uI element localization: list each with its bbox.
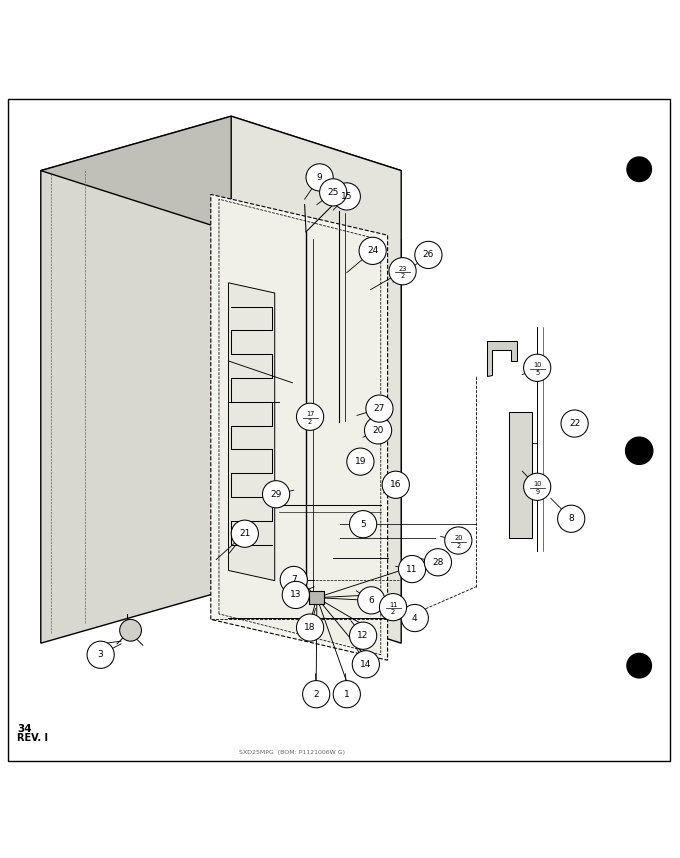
Polygon shape xyxy=(211,195,388,660)
Text: 2: 2 xyxy=(313,690,319,698)
Polygon shape xyxy=(219,199,381,655)
Circle shape xyxy=(303,680,330,708)
Circle shape xyxy=(627,157,651,182)
Circle shape xyxy=(627,654,651,678)
Circle shape xyxy=(358,587,385,614)
Circle shape xyxy=(262,480,290,508)
Text: 27: 27 xyxy=(374,404,385,413)
Circle shape xyxy=(558,505,585,532)
Circle shape xyxy=(306,164,333,191)
Text: 2: 2 xyxy=(391,609,395,615)
Text: 26: 26 xyxy=(423,251,434,259)
Polygon shape xyxy=(41,116,401,225)
Circle shape xyxy=(296,403,324,431)
Text: 20: 20 xyxy=(373,426,384,435)
Circle shape xyxy=(120,619,141,641)
Text: 9: 9 xyxy=(535,489,539,495)
Text: 2: 2 xyxy=(308,419,312,425)
Text: 21: 21 xyxy=(239,529,250,538)
Text: 9: 9 xyxy=(317,173,322,182)
Circle shape xyxy=(320,178,347,206)
Circle shape xyxy=(561,410,588,438)
Text: 5: 5 xyxy=(360,520,366,529)
Text: 14: 14 xyxy=(360,660,371,668)
Polygon shape xyxy=(228,283,275,581)
Circle shape xyxy=(87,641,114,668)
Text: 12: 12 xyxy=(358,631,369,640)
Circle shape xyxy=(401,604,428,631)
Text: REV. I: REV. I xyxy=(17,733,48,743)
Polygon shape xyxy=(509,412,532,538)
Text: 6: 6 xyxy=(369,595,374,605)
Text: 18: 18 xyxy=(305,623,316,632)
Text: 29: 29 xyxy=(271,490,282,498)
Circle shape xyxy=(231,520,258,547)
Text: 5: 5 xyxy=(535,370,539,376)
Circle shape xyxy=(382,471,409,498)
Text: SXD25MPG  (BOM: P1121006W G): SXD25MPG (BOM: P1121006W G) xyxy=(239,751,345,755)
Circle shape xyxy=(524,474,551,500)
Circle shape xyxy=(366,395,393,422)
Circle shape xyxy=(347,448,374,475)
Polygon shape xyxy=(41,116,231,644)
FancyBboxPatch shape xyxy=(309,591,324,604)
Circle shape xyxy=(280,566,307,594)
Text: 16: 16 xyxy=(390,480,401,489)
Circle shape xyxy=(389,257,416,285)
Text: 10: 10 xyxy=(533,362,541,368)
Text: 4: 4 xyxy=(412,613,418,623)
FancyBboxPatch shape xyxy=(8,99,670,761)
Circle shape xyxy=(296,614,324,641)
Text: 20: 20 xyxy=(454,535,462,541)
Circle shape xyxy=(524,354,551,382)
Text: 10: 10 xyxy=(533,481,541,487)
Text: 17: 17 xyxy=(306,411,314,417)
Circle shape xyxy=(282,582,309,608)
Text: 2: 2 xyxy=(456,543,460,548)
Circle shape xyxy=(415,241,442,269)
Circle shape xyxy=(379,594,407,620)
Circle shape xyxy=(350,511,377,538)
Text: 13: 13 xyxy=(290,590,301,600)
Text: 24: 24 xyxy=(367,246,378,256)
Text: 19: 19 xyxy=(355,457,366,466)
Circle shape xyxy=(626,438,653,464)
Circle shape xyxy=(333,183,360,210)
Text: 15: 15 xyxy=(341,192,352,201)
Text: 22: 22 xyxy=(569,419,580,428)
Text: 7: 7 xyxy=(291,576,296,584)
Polygon shape xyxy=(487,341,517,376)
Circle shape xyxy=(424,548,452,576)
Circle shape xyxy=(445,527,472,554)
Text: 11: 11 xyxy=(407,565,418,574)
Text: 1: 1 xyxy=(344,690,350,698)
Polygon shape xyxy=(231,116,401,644)
Text: 11: 11 xyxy=(389,601,397,607)
Circle shape xyxy=(350,622,377,650)
Text: 2: 2 xyxy=(401,274,405,280)
Circle shape xyxy=(398,555,426,583)
Circle shape xyxy=(333,680,360,708)
Circle shape xyxy=(352,650,379,678)
Circle shape xyxy=(359,238,386,264)
Text: 8: 8 xyxy=(568,514,574,523)
Text: 25: 25 xyxy=(328,188,339,196)
Text: 34: 34 xyxy=(17,723,32,734)
Text: 3: 3 xyxy=(98,650,103,659)
Circle shape xyxy=(364,417,392,444)
Text: 23: 23 xyxy=(398,266,407,272)
Text: 28: 28 xyxy=(432,558,443,567)
